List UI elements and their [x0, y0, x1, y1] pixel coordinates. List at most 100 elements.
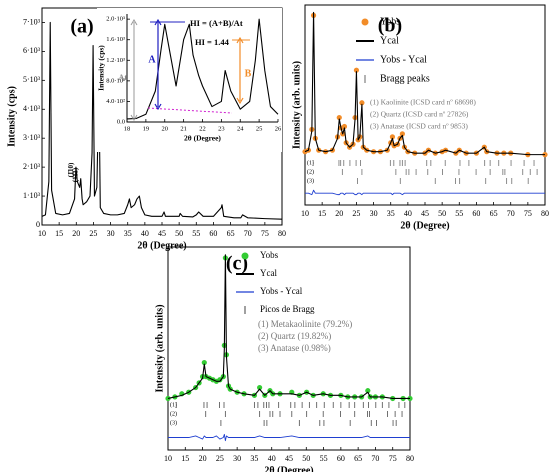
x-tick-label: 15: [318, 209, 326, 218]
x-tick-label: 26: [275, 125, 282, 132]
x-tick-label: 22: [199, 125, 206, 132]
data-point: [341, 123, 348, 130]
y-axis-label: Intensity (cps): [97, 45, 106, 91]
x-tick-label: 20: [162, 125, 169, 132]
x-tick-label: 21: [180, 125, 187, 132]
data-line: [167, 254, 410, 400]
x-tick-label: 45: [158, 229, 166, 238]
inset-annotation: B: [245, 68, 252, 79]
x-tick-label: 20: [72, 229, 80, 238]
x-tick-label: 30: [107, 229, 115, 238]
inset-background: [97, 8, 282, 152]
y-tick-label: 0: [36, 220, 40, 229]
bragg-row-label: (3): [170, 419, 177, 426]
legend-label: Yobs: [260, 250, 279, 260]
x-tick-label: 10: [164, 454, 172, 463]
x-tick-label: 55: [320, 454, 328, 463]
x-tick-label: 70: [244, 229, 252, 238]
x-tick-label: 25: [256, 125, 263, 132]
data-point: [336, 114, 342, 121]
x-tick-label: 75: [261, 229, 269, 238]
inset-annotation: A: [148, 54, 156, 65]
legend-label: Ycal: [260, 268, 277, 278]
y-tick-label: 1.2·10³: [106, 57, 125, 64]
data-line: [305, 189, 545, 196]
data-line: [126, 18, 279, 120]
x-tick-label: 25: [352, 209, 360, 218]
x-tick-label: 65: [227, 229, 235, 238]
x-tick-label: 25: [216, 454, 224, 463]
phase-label: (3) Anatase (0.98%): [258, 343, 331, 353]
y-tick-label: 2.0·10³: [106, 16, 125, 23]
x-tick-label: 35: [250, 454, 258, 463]
x-tick-label: 45: [421, 209, 429, 218]
legend-marker: [241, 252, 249, 260]
x-tick-label: 35: [387, 209, 395, 218]
bragg-row-label: (2): [170, 410, 177, 417]
legend-label: Yobs - Ycal: [260, 286, 303, 296]
y-tick-label: 5·10³: [23, 75, 41, 84]
arrow-b: [236, 36, 244, 105]
x-tick-label: 10: [38, 229, 46, 238]
inset-annotation: At: [119, 73, 128, 82]
x-tick-label: 80: [406, 454, 414, 463]
x-axis-label: 2θ (Degree): [264, 465, 313, 472]
data-point: [365, 388, 371, 394]
x-tick-label: 50: [302, 454, 310, 463]
y-tick-label: 4·10³: [23, 104, 41, 113]
inset-annotation: HI = 1.44: [195, 37, 230, 47]
y-tick-label: 1·10³: [23, 191, 41, 200]
data-line: [168, 433, 410, 442]
x-tick-label: 60: [472, 209, 480, 218]
y-tick-label: 1.6·10³: [106, 36, 125, 43]
bragg-row-label: (2): [307, 168, 314, 175]
phase-label: (3) Anatase (ICSD card nº 9853): [370, 122, 468, 131]
peak-index-label: (1̄10): [67, 162, 75, 177]
x-tick-label: 55: [192, 229, 200, 238]
x-tick-label: 45: [285, 454, 293, 463]
x-tick-label: 30: [233, 454, 241, 463]
y-axis-label: Intensity (arb. units): [154, 304, 165, 392]
x-axis-label: 2θ (Degree): [400, 220, 449, 231]
data-point: [201, 359, 207, 366]
legend-label: Ycal: [380, 35, 399, 46]
x-tick-label: 10: [301, 209, 309, 218]
data-point: [257, 384, 263, 391]
x-tick-label: 60: [209, 229, 217, 238]
x-tick-label: 40: [141, 229, 149, 238]
bragg-row-label: (3): [307, 177, 314, 184]
data-point: [359, 100, 365, 106]
data-point: [389, 134, 396, 140]
x-tick-label: 15: [181, 454, 189, 463]
x-tick-label: 25: [89, 229, 97, 238]
x-tick-label: 20: [335, 209, 343, 218]
data-line: [41, 21, 283, 220]
y-tick-label: 4.0·10²: [106, 98, 125, 105]
x-tick-label: 80: [541, 209, 549, 218]
x-tick-label: 40: [404, 209, 412, 218]
panel-label: (a): [70, 16, 93, 38]
bragg-row-label: (1): [307, 159, 314, 166]
inset-annotation: HI = (A+B)/At: [190, 18, 243, 28]
x-tick-label: 15: [55, 229, 63, 238]
arrow-at: [130, 19, 138, 121]
y-axis-label: Intensity (cps): [6, 86, 17, 147]
peak-index-label: (11̄1): [72, 167, 80, 182]
x-tick-label: 19: [143, 125, 150, 132]
x-tick-label: 70: [507, 209, 515, 218]
x-tick-label: 80: [278, 229, 286, 238]
y-tick-label: 6·10³: [23, 46, 41, 55]
x-tick-label: 50: [438, 209, 446, 218]
x-tick-label: 40: [268, 454, 276, 463]
x-tick-label: 65: [354, 454, 362, 463]
x-tick-label: 75: [389, 454, 397, 463]
phase-label: (2) Quartz (19.82%): [258, 331, 331, 341]
x-tick-label: 18: [124, 125, 131, 132]
x-tick-label: 24: [237, 125, 244, 132]
arrow-a: [154, 18, 162, 111]
y-tick-label: 8.0·10²: [106, 77, 125, 84]
x-tick-label: 60: [337, 454, 345, 463]
panel-label: (b): [378, 15, 402, 37]
x-tick-label: 30: [370, 209, 378, 218]
